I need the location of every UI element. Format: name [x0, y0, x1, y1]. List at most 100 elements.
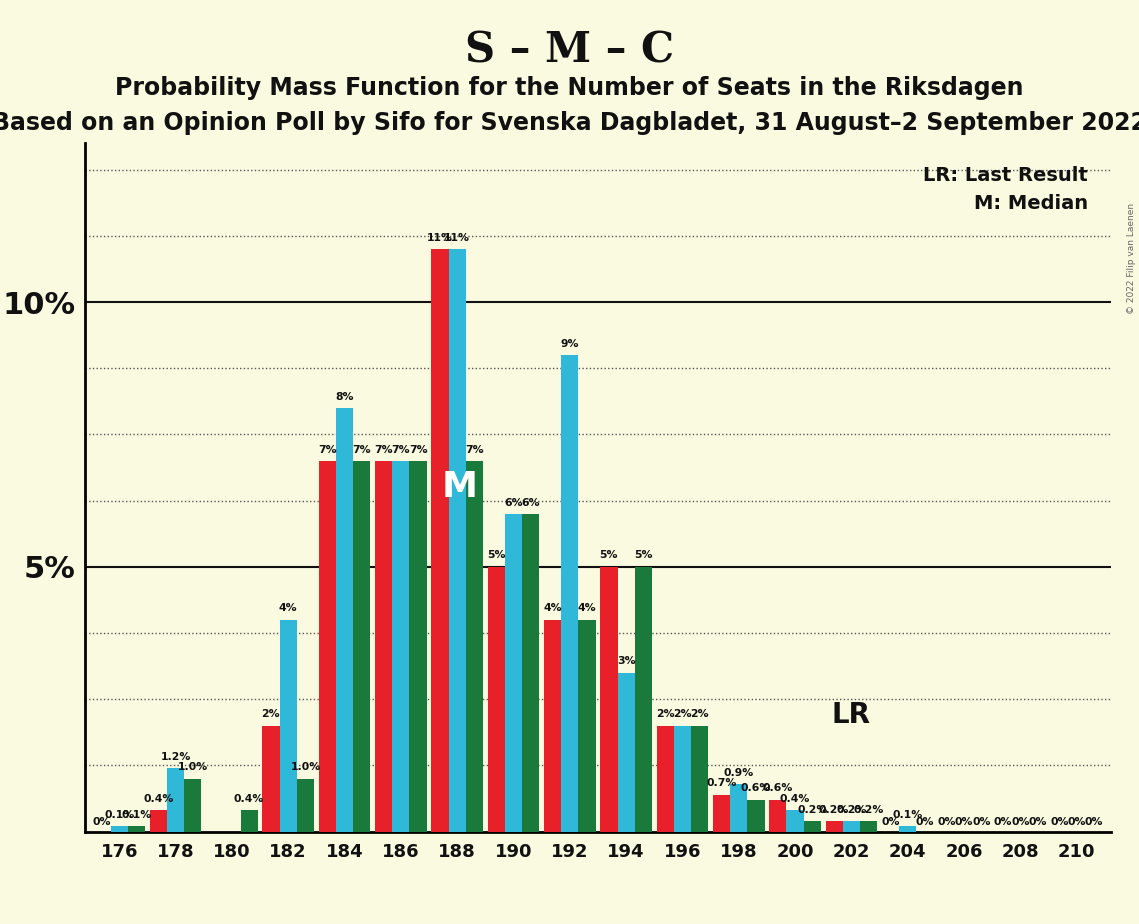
Text: 7%: 7% — [318, 444, 336, 455]
Text: 0%: 0% — [1067, 818, 1085, 827]
Text: 2%: 2% — [262, 710, 280, 720]
Bar — [110, 826, 128, 832]
Text: M: Median: M: Median — [974, 194, 1088, 213]
Text: 0%: 0% — [994, 818, 1013, 827]
Text: 7%: 7% — [375, 444, 393, 455]
Text: © 2022 Filip van Laenen: © 2022 Filip van Laenen — [1126, 203, 1136, 314]
Text: 0.4%: 0.4% — [144, 794, 173, 804]
Bar — [804, 821, 821, 832]
Bar — [167, 768, 185, 832]
Bar — [410, 461, 427, 832]
Bar — [375, 461, 392, 832]
Text: 4%: 4% — [543, 603, 562, 614]
Text: 1.2%: 1.2% — [161, 752, 190, 761]
Bar — [579, 620, 596, 832]
Bar — [319, 461, 336, 832]
Text: 0.7%: 0.7% — [706, 778, 737, 788]
Bar — [297, 779, 314, 832]
Text: LR: LR — [831, 701, 871, 729]
Text: 0.6%: 0.6% — [763, 784, 793, 794]
Text: 0.2%: 0.2% — [819, 805, 850, 815]
Bar — [899, 826, 917, 832]
Text: 0.4%: 0.4% — [780, 794, 810, 804]
Bar — [353, 461, 370, 832]
Text: Based on an Opinion Poll by Sifo for Svenska Dagbladet, 31 August–2 September 20: Based on an Opinion Poll by Sifo for Sve… — [0, 111, 1139, 135]
Text: 6%: 6% — [522, 497, 540, 507]
Bar — [769, 800, 786, 832]
Bar — [691, 725, 708, 832]
Text: 0%: 0% — [954, 818, 974, 827]
Text: 0.9%: 0.9% — [723, 768, 754, 778]
Text: 5%: 5% — [634, 551, 653, 561]
Bar — [279, 620, 297, 832]
Text: 4%: 4% — [577, 603, 597, 614]
Bar — [713, 795, 730, 832]
Text: 0%: 0% — [1084, 818, 1104, 827]
Text: 0%: 0% — [937, 818, 956, 827]
Bar — [656, 725, 674, 832]
Text: 0%: 0% — [972, 818, 991, 827]
Bar — [747, 800, 764, 832]
Bar — [392, 461, 410, 832]
Text: 0.2%: 0.2% — [797, 805, 828, 815]
Text: 9%: 9% — [560, 339, 579, 348]
Text: 0.1%: 0.1% — [104, 810, 134, 820]
Text: 8%: 8% — [335, 392, 354, 402]
Text: 0.4%: 0.4% — [233, 794, 264, 804]
Text: 1.0%: 1.0% — [178, 762, 208, 772]
Bar — [617, 673, 634, 832]
Bar — [466, 461, 483, 832]
Bar — [262, 725, 279, 832]
Text: 2%: 2% — [673, 710, 691, 720]
Text: 7%: 7% — [409, 444, 427, 455]
Text: 0.1%: 0.1% — [122, 810, 151, 820]
Text: 0%: 0% — [1011, 818, 1030, 827]
Bar — [544, 620, 562, 832]
Bar — [185, 779, 202, 832]
Text: 11%: 11% — [427, 233, 453, 243]
Text: 7%: 7% — [465, 444, 484, 455]
Bar — [522, 514, 540, 832]
Text: 7%: 7% — [352, 444, 371, 455]
Bar — [826, 821, 843, 832]
Text: 3%: 3% — [617, 656, 636, 666]
Bar — [860, 821, 877, 832]
Bar — [674, 725, 691, 832]
Bar — [149, 810, 167, 832]
Text: 0.6%: 0.6% — [740, 784, 771, 794]
Bar — [487, 566, 505, 832]
Text: 0.2%: 0.2% — [836, 805, 867, 815]
Text: M: M — [442, 470, 478, 505]
Text: LR: Last Result: LR: Last Result — [923, 166, 1088, 186]
Bar — [562, 355, 579, 832]
Text: 5%: 5% — [487, 551, 506, 561]
Text: 6%: 6% — [505, 497, 523, 507]
Text: 0.2%: 0.2% — [853, 805, 884, 815]
Bar — [432, 249, 449, 832]
Bar — [786, 810, 804, 832]
Bar — [128, 826, 145, 832]
Text: 0%: 0% — [916, 818, 934, 827]
Text: 5%: 5% — [599, 551, 618, 561]
Text: 0.1%: 0.1% — [893, 810, 923, 820]
Text: S – M – C: S – M – C — [465, 30, 674, 71]
Bar — [730, 784, 747, 832]
Text: 0%: 0% — [882, 818, 900, 827]
Text: 1.0%: 1.0% — [290, 762, 320, 772]
Text: 11%: 11% — [444, 233, 470, 243]
Text: 0%: 0% — [92, 818, 112, 827]
Text: 0%: 0% — [1029, 818, 1047, 827]
Text: 0%: 0% — [1050, 818, 1068, 827]
Bar — [634, 566, 652, 832]
Bar — [505, 514, 522, 832]
Bar — [336, 408, 353, 832]
Text: 2%: 2% — [690, 710, 710, 720]
Text: 2%: 2% — [656, 710, 674, 720]
Text: 4%: 4% — [279, 603, 297, 614]
Bar — [843, 821, 860, 832]
Text: Probability Mass Function for the Number of Seats in the Riksdagen: Probability Mass Function for the Number… — [115, 76, 1024, 100]
Text: 7%: 7% — [392, 444, 410, 455]
Bar — [240, 810, 257, 832]
Bar — [449, 249, 466, 832]
Bar — [600, 566, 617, 832]
